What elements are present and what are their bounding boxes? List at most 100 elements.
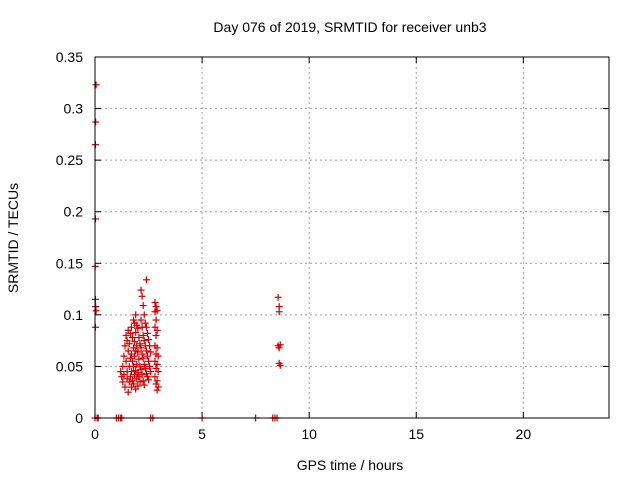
data-point <box>132 328 140 336</box>
y-tick-label: 0.2 <box>64 204 84 220</box>
data-point <box>139 302 147 310</box>
data-point <box>120 371 128 379</box>
y-axis-label: SRMTID / TECUs <box>5 183 21 293</box>
data-point <box>119 362 127 370</box>
data-point <box>154 368 162 376</box>
data-point <box>276 361 284 369</box>
y-tick-label: 0.25 <box>56 152 83 168</box>
data-point <box>138 292 146 300</box>
x-tick-label: 20 <box>516 426 532 442</box>
data-point <box>151 298 159 306</box>
data-point <box>154 352 162 360</box>
data-point <box>275 308 283 316</box>
data-point <box>141 319 149 327</box>
y-tick-label: 0.35 <box>56 49 83 65</box>
data-point <box>120 352 128 360</box>
data-point <box>135 355 143 363</box>
data-point <box>134 382 142 390</box>
data-point <box>147 368 155 376</box>
chart-title: Day 076 of 2019, SRMTID for receiver unb… <box>213 19 486 35</box>
data-point <box>146 362 154 370</box>
data-point <box>134 348 142 356</box>
data-point <box>121 342 129 350</box>
data-point <box>276 341 284 349</box>
data-point <box>126 373 134 381</box>
data-point <box>117 368 125 376</box>
data-point <box>142 323 150 331</box>
data-point <box>140 311 148 319</box>
data-points <box>91 81 284 422</box>
data-point <box>131 352 139 360</box>
y-tick-label: 0.1 <box>64 307 84 323</box>
data-point <box>143 373 151 381</box>
data-point <box>127 323 135 331</box>
y-tick-label: 0 <box>75 410 83 426</box>
data-point <box>140 360 148 368</box>
data-point <box>142 347 150 355</box>
data-point <box>137 344 145 352</box>
data-point <box>134 324 142 332</box>
data-point <box>126 329 134 337</box>
data-point <box>124 347 132 355</box>
data-point <box>128 377 136 385</box>
y-tick-label: 0.05 <box>56 358 83 374</box>
data-point <box>152 316 160 324</box>
data-point <box>132 311 140 319</box>
data-point <box>142 276 150 284</box>
data-point <box>122 331 130 339</box>
data-point <box>138 350 146 358</box>
data-point <box>128 334 136 342</box>
data-point <box>147 348 155 356</box>
data-point <box>143 329 151 337</box>
x-tick-label: 5 <box>198 426 206 442</box>
data-point <box>119 378 127 386</box>
data-point <box>133 321 141 329</box>
data-point <box>130 316 138 324</box>
data-point <box>127 368 135 376</box>
data-point <box>153 326 161 334</box>
data-point <box>131 338 139 346</box>
data-point <box>92 307 100 315</box>
data-point <box>135 334 143 342</box>
data-point <box>145 376 153 384</box>
data-point <box>137 316 145 324</box>
data-point <box>139 354 147 362</box>
data-point <box>125 340 133 348</box>
data-point <box>122 357 130 365</box>
data-point <box>152 303 160 311</box>
data-point <box>139 377 147 385</box>
data-point <box>153 386 161 394</box>
data-point <box>125 378 133 386</box>
data-point <box>143 352 151 360</box>
x-axis-label: GPS time / hours <box>297 457 404 473</box>
data-point <box>274 293 282 301</box>
data-point <box>139 331 147 339</box>
data-point <box>137 366 145 374</box>
data-point <box>275 344 283 352</box>
data-point <box>140 337 148 345</box>
data-point <box>128 357 136 365</box>
data-point <box>92 118 100 126</box>
y-tick-label: 0.15 <box>56 255 83 271</box>
y-tick-label: 0.3 <box>64 101 84 117</box>
data-point <box>145 357 153 365</box>
axis-ticks: 0 5 10 15 20 0 0.05 0.1 0.15 0.2 0.25 0.3 0.35 <box>56 49 609 442</box>
data-point <box>137 286 145 294</box>
data-point <box>92 81 100 89</box>
data-point <box>153 377 161 385</box>
x-tick-label: 0 <box>91 426 99 442</box>
data-point <box>136 362 144 370</box>
data-point <box>124 388 132 396</box>
data-point <box>153 360 161 368</box>
data-point <box>136 378 144 386</box>
x-tick-label: 15 <box>408 426 424 442</box>
data-point <box>151 373 159 381</box>
data-point <box>140 381 148 389</box>
data-point <box>141 364 149 372</box>
data-point <box>136 340 144 348</box>
x-tick-label: 10 <box>301 426 317 442</box>
data-point <box>153 344 161 352</box>
plot-area-frame <box>94 56 610 419</box>
data-point <box>152 331 160 339</box>
